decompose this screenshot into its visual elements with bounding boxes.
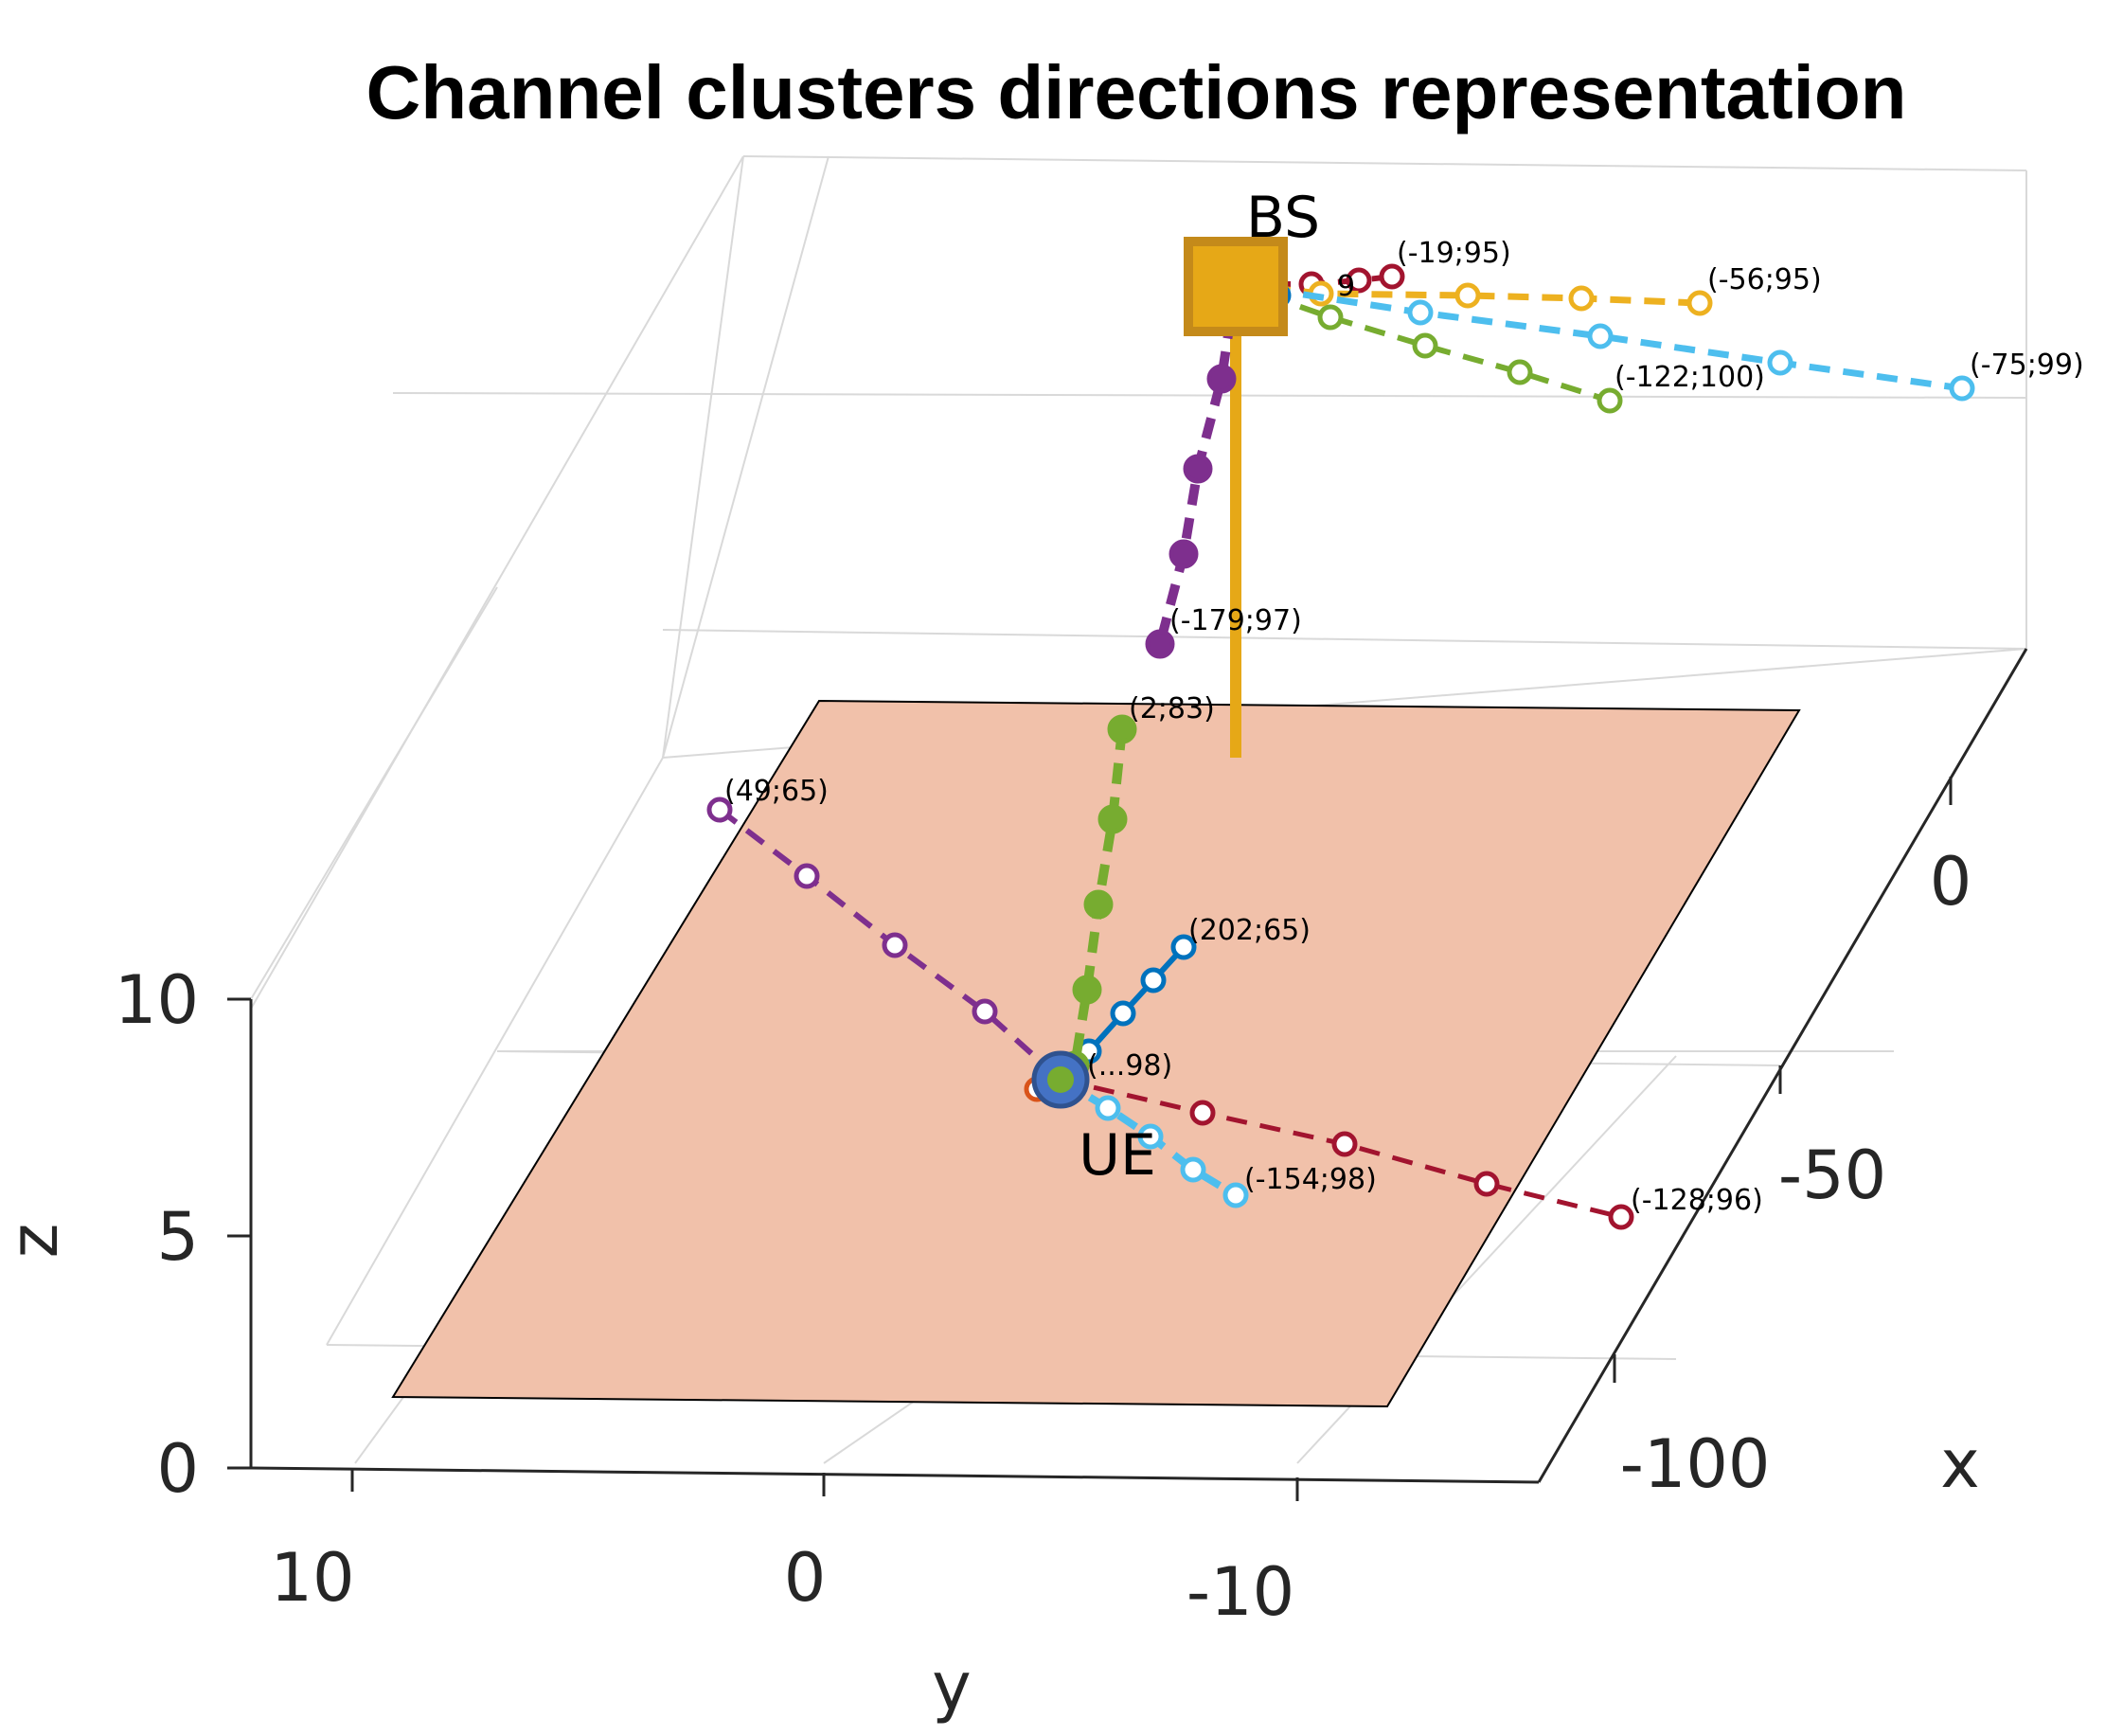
cluster-annotations: (49;65) (202;65) (-128;96) (-154;98) (...98)… — [724, 237, 2084, 1217]
y-tick-label-10: 10 — [270, 1539, 354, 1617]
cluster-annotation-0: (49;65) — [724, 775, 829, 808]
cluster-0-point-0 — [706, 796, 733, 823]
z-tick-label-5: 5 — [156, 1198, 199, 1276]
cluster-2-point-2 — [1331, 1131, 1358, 1157]
cluster-8 — [1222, 271, 1713, 316]
grid-z10-back — [662, 155, 830, 759]
cluster-6-point-1 — [1206, 364, 1237, 394]
cluster-annotation-9: (-75;99) — [1970, 349, 2084, 382]
z-tick-label-0: 0 — [156, 1430, 199, 1508]
cluster-annotation-1: (202;65) — [1188, 914, 1311, 947]
cluster-3-point-4 — [1222, 1182, 1249, 1208]
y-axis-line — [250, 1466, 1540, 1484]
cluster-annotation-11: 9 — [1337, 270, 1355, 303]
x-tick-label-0: 0 — [1930, 843, 1972, 921]
cluster-annotation-3: (-154;98) — [1244, 1163, 1377, 1196]
cluster-annotation-2: (-128;96) — [1631, 1184, 1763, 1217]
cluster-3-point-2 — [1137, 1123, 1164, 1150]
grid-z-mid-back — [392, 392, 2027, 399]
cluster-annotation-5: (2;83) — [1129, 692, 1215, 725]
cluster-6-point-3 — [1169, 539, 1199, 569]
cluster-10-point-2 — [1412, 332, 1438, 359]
cluster-2-point-1 — [1189, 1100, 1216, 1126]
cluster-3-point-3 — [1180, 1156, 1206, 1183]
bs-marker — [1184, 237, 1288, 336]
y-axis-label: y — [932, 1648, 971, 1726]
box-left-top-edge — [250, 155, 744, 1010]
cluster-5-point-2 — [1083, 889, 1114, 920]
box-back-vertical-left — [662, 155, 744, 759]
grid-z5-side — [326, 757, 664, 1346]
cluster-9-point-4 — [1949, 375, 1975, 402]
cluster-9-point-3 — [1767, 349, 1793, 376]
bs-label: BS — [1246, 185, 1320, 251]
cluster-annotation-4: (...98) — [1087, 1049, 1172, 1083]
cluster-0-point-3 — [972, 998, 998, 1025]
cluster-10-point-4 — [1597, 387, 1623, 414]
cluster-3-point-1 — [1095, 1095, 1121, 1121]
y-tick-label-neg10: -10 — [1186, 1553, 1294, 1631]
x-tick-label-100: -100 — [1620, 1425, 1771, 1503]
ue-label: UE — [1079, 1122, 1156, 1189]
grid-z10-side — [250, 586, 498, 1000]
cluster-8-point-4 — [1686, 290, 1713, 316]
axes — [227, 648, 2028, 1501]
cluster-10-point-3 — [1507, 359, 1533, 385]
cluster-8-point-3 — [1568, 285, 1595, 312]
cluster-5-point-3 — [1072, 975, 1102, 1005]
cluster-5-point-0 — [1107, 714, 1137, 744]
y-tick-label-0: 0 — [784, 1539, 827, 1617]
cluster-line-8 — [1235, 280, 1701, 307]
cluster-6-point-4 — [1145, 629, 1175, 659]
x-axis-label: x — [1940, 1425, 1979, 1503]
cluster-annotation-10: (-122;100) — [1615, 361, 1765, 394]
cluster-10-point-1 — [1317, 304, 1344, 331]
cluster-1-point-0 — [1170, 934, 1197, 960]
cluster-annotation-6: (-179;97) — [1169, 604, 1302, 637]
cluster-annotation-8: (-56;95) — [1707, 263, 1822, 296]
cluster-2-point-3 — [1473, 1171, 1500, 1197]
box-back-top-edge — [742, 155, 2027, 171]
cluster-0-point-2 — [882, 932, 908, 958]
cluster-1-point-1 — [1140, 967, 1167, 993]
cluster-annotation-7: (-19;95) — [1397, 237, 1511, 270]
cluster-8-point-2 — [1454, 282, 1481, 309]
chart-title: Channel clusters directions representati… — [366, 50, 1906, 134]
grid-z-low-back — [662, 629, 2027, 650]
cluster-7-point-2 — [1346, 267, 1372, 294]
x-tick-label-50: -50 — [1778, 1136, 1886, 1214]
x-axis-line — [1537, 648, 2028, 1483]
cluster-9-point-1 — [1407, 299, 1434, 326]
cluster-3 — [1047, 1066, 1249, 1208]
cluster-5-point-1 — [1097, 804, 1128, 834]
cluster-7-point-3 — [1379, 263, 1405, 290]
z-tick-label-10: 10 — [115, 961, 199, 1039]
cluster-2-point-4 — [1608, 1204, 1634, 1230]
ue-marker — [1031, 1050, 1090, 1109]
cluster-9-point-2 — [1587, 323, 1614, 349]
cluster-1-point-2 — [1110, 1000, 1136, 1027]
cluster-0-point-1 — [794, 863, 820, 889]
cluster-6-point-2 — [1183, 454, 1213, 484]
z-axis-label: z — [0, 1224, 73, 1259]
